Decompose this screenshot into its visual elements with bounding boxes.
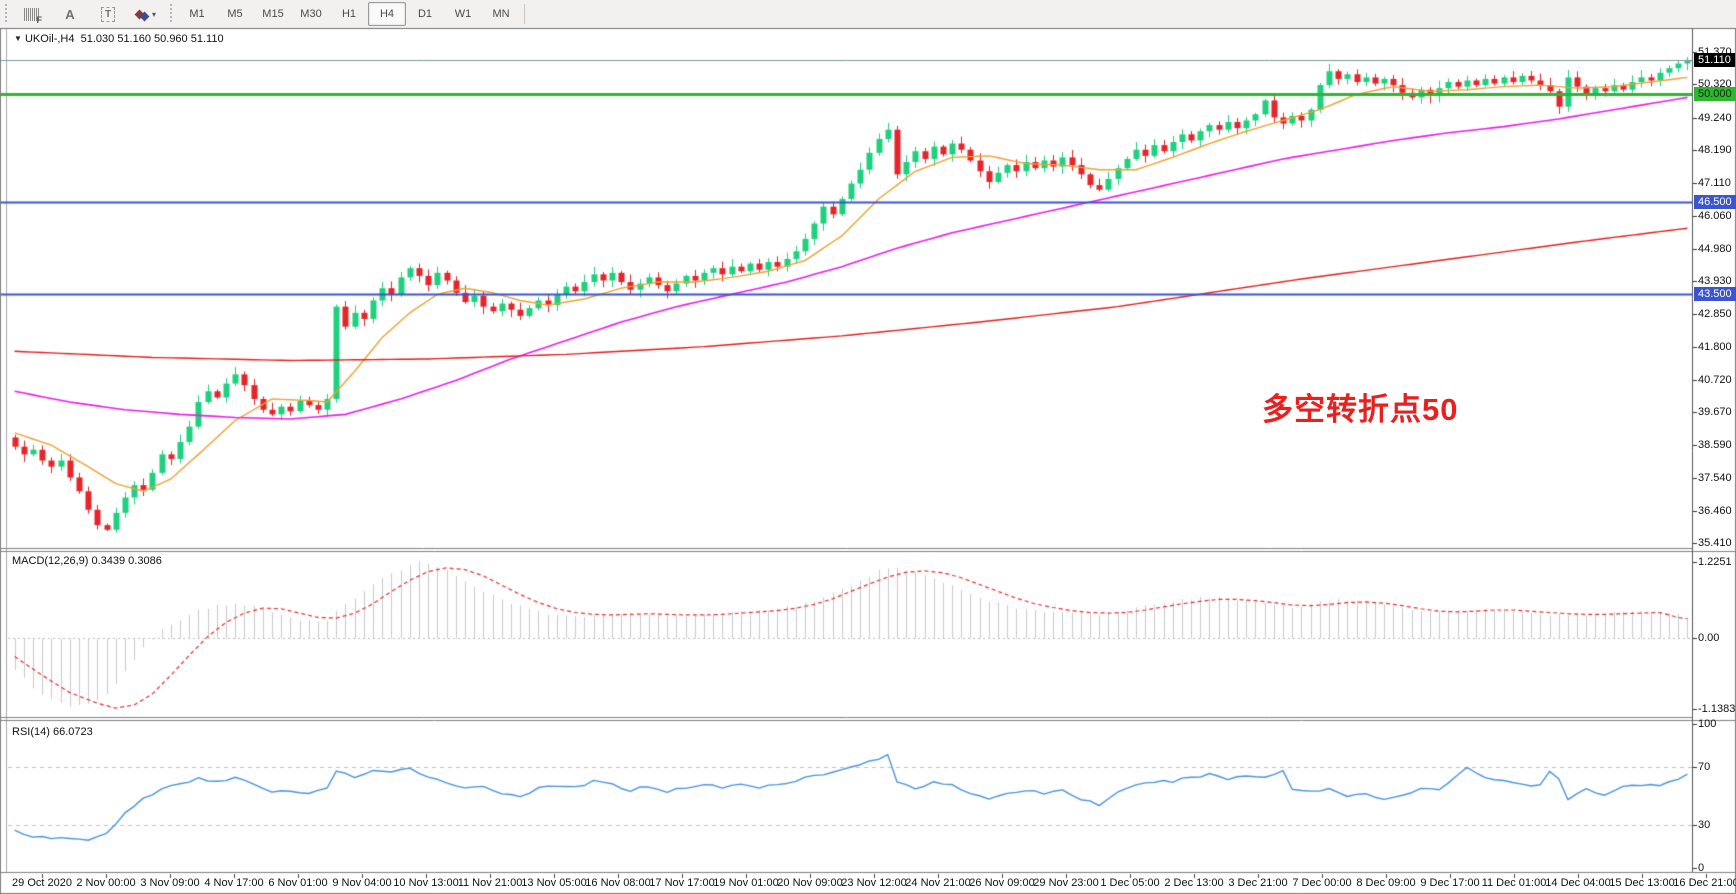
- date-label: 13 Nov 05:00: [521, 877, 587, 889]
- symbol-label: UKOil-,H4: [24, 33, 75, 45]
- date-label: 10 Nov 13:00: [393, 877, 459, 889]
- hline-price-badge: 46.500: [1694, 195, 1736, 210]
- rsi-value: 66.0723: [52, 726, 93, 738]
- date-label: 1 Dec 05:00: [1100, 877, 1160, 889]
- date-label: 11 Dec 01:00: [1481, 877, 1547, 889]
- date-label: 24 Nov 21:00: [905, 877, 971, 889]
- date-label: 11 Nov 21:00: [457, 877, 523, 889]
- price-tick-label: 38.590: [1698, 439, 1732, 452]
- date-label: 16 Dec 21:00: [1673, 877, 1736, 889]
- date-label: 3 Dec 21:00: [1228, 877, 1288, 889]
- price-tick-label: 44.980: [1698, 242, 1732, 255]
- price-tick-label: 37.540: [1698, 471, 1732, 484]
- rsi-tick-label: 70: [1698, 761, 1711, 774]
- date-label: 6 Nov 01:00: [268, 877, 328, 889]
- date-label: 19 Nov 01:00: [713, 877, 779, 889]
- date-label: 4 Nov 17:00: [204, 877, 264, 889]
- collapse-arrow-icon[interactable]: ▼: [14, 34, 22, 43]
- date-label: 3 Nov 09:00: [140, 877, 200, 889]
- price-tick-label: 35.410: [1698, 537, 1732, 550]
- hline-price-badge: 50.000: [1694, 87, 1736, 102]
- date-label: 2 Dec 13:00: [1164, 877, 1224, 889]
- date-label: 26 Nov 09:00: [969, 877, 1035, 889]
- macd-tick-label: 0.00: [1698, 631, 1720, 644]
- annotation-text: 多空转折点50: [1262, 392, 1459, 427]
- date-label: 9 Nov 04:00: [332, 877, 392, 889]
- price-tick-label: 39.670: [1698, 406, 1732, 419]
- macd-title: MACD(12,26,9): [12, 555, 89, 567]
- price-tick-label: 49.240: [1698, 111, 1732, 124]
- date-label: 29 Oct 2020: [12, 877, 72, 889]
- macd-tick-label: 1.2251: [1698, 555, 1732, 568]
- macd-label: MACD(12,26,9) 0.3439 0.3086: [12, 555, 162, 567]
- hline-price-badge: 43.500: [1694, 287, 1736, 302]
- date-label: 9 Dec 17:00: [1420, 877, 1480, 889]
- date-label: 17 Nov 17:00: [649, 877, 715, 889]
- rsi-tick-label: 30: [1698, 818, 1711, 831]
- date-label: 8 Dec 09:00: [1356, 877, 1416, 889]
- price-tick-label: 41.800: [1698, 340, 1732, 353]
- macd-values: 0.3439 0.3086: [91, 555, 162, 567]
- date-label: 16 Nov 08:00: [585, 877, 651, 889]
- rsi-label: RSI(14) 66.0723: [12, 726, 93, 738]
- price-tick-label: 46.060: [1698, 209, 1732, 222]
- date-label: 15 Dec 13:00: [1609, 877, 1675, 889]
- price-tick-label: 40.720: [1698, 373, 1732, 386]
- date-label: 20 Nov 09:00: [777, 877, 843, 889]
- chart-title: ▼ UKOil-,H4 51.030 51.160 50.960 51.110: [14, 33, 224, 45]
- price-tick-label: 47.110: [1698, 177, 1731, 190]
- rsi-title: RSI(14): [12, 726, 50, 738]
- date-label: 23 Nov 12:00: [841, 877, 907, 889]
- date-label: 29 Nov 23:00: [1033, 877, 1099, 889]
- price-tick-label: 42.850: [1698, 308, 1732, 321]
- current-price-badge: 51.110: [1694, 53, 1735, 68]
- date-label: 7 Dec 00:00: [1292, 877, 1352, 889]
- price-tick-label: 48.190: [1698, 144, 1732, 157]
- ohlc-label: 51.030 51.160 50.960 51.110: [80, 33, 224, 45]
- date-label: 14 Dec 04:00: [1545, 877, 1611, 889]
- rsi-tick-label: 100: [1698, 718, 1717, 730]
- date-label: 2 Nov 00:00: [76, 877, 136, 889]
- macd-tick-label: -1.1383: [1698, 702, 1736, 715]
- price-tick-label: 36.460: [1698, 504, 1732, 517]
- rsi-tick-label: 0: [1698, 862, 1705, 874]
- price-tick-label: 43.930: [1698, 275, 1732, 288]
